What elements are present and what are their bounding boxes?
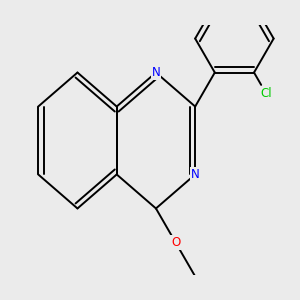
Text: N: N [191,168,200,181]
Text: Cl: Cl [260,87,272,100]
Text: N: N [152,66,160,79]
Text: O: O [171,236,180,249]
